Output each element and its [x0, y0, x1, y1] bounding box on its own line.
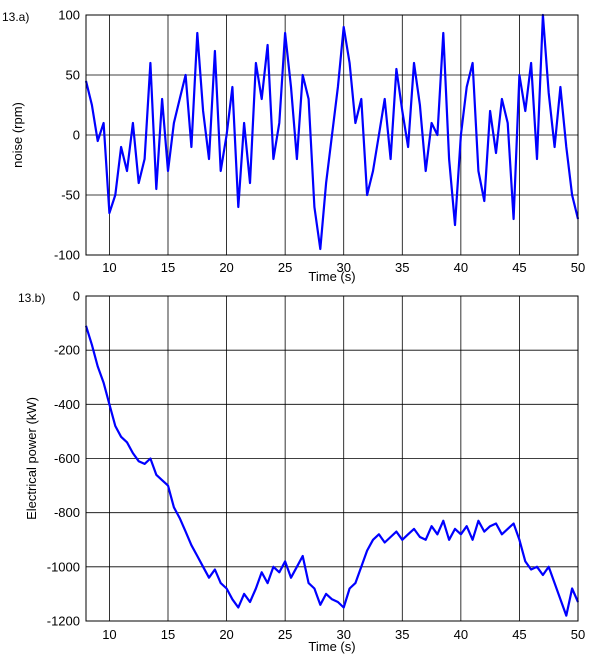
y-tick-label: -400 — [54, 397, 80, 412]
x-tick-label: 50 — [571, 627, 585, 642]
x-tick-label: 35 — [395, 260, 409, 275]
axes-frame — [85, 14, 579, 256]
panel-label: 13.a) — [2, 10, 29, 24]
y-tick-label: 100 — [58, 8, 80, 23]
y-tick-label: -200 — [54, 343, 80, 358]
x-tick-label: 30 — [336, 260, 350, 275]
x-tick-label: 20 — [219, 627, 233, 642]
x-tick-label: 45 — [512, 627, 526, 642]
panel-label: 13.b) — [18, 291, 45, 305]
y-tick-label: -600 — [54, 451, 80, 466]
chart-panel-2: 10 15 20 25 30 35 40 45 50 -1200 -1000 -800 -600 -400… — [18, 289, 585, 655]
y-tick-label: 50 — [66, 68, 80, 83]
y-tick-label: -50 — [61, 188, 80, 203]
x-tick-label: 10 — [102, 260, 116, 275]
y-axis-label: Electrical power (kW) — [24, 397, 39, 520]
x-tick-label: 25 — [278, 260, 292, 275]
chart-panel-1: 10 15 20 25 30 35 40 45 50 -100 -50 0 50 100 Time (s) n… — [2, 8, 585, 285]
y-tick-label: -800 — [54, 505, 80, 520]
x-tick-label: 15 — [161, 260, 175, 275]
x-tick-label: 40 — [454, 260, 468, 275]
x-axis-label: Time (s) — [308, 639, 355, 654]
series-line — [84, 325, 580, 617]
x-tick-label: 50 — [571, 260, 585, 275]
x-tick-label: 25 — [278, 627, 292, 642]
y-tick-label: 0 — [73, 289, 80, 304]
y-tick-label: 0 — [73, 128, 80, 143]
x-tick-label: 40 — [454, 627, 468, 642]
x-tick-label: 45 — [512, 260, 526, 275]
x-tick-label: 15 — [161, 627, 175, 642]
x-tick-label: 20 — [219, 260, 233, 275]
y-tick-label: -1200 — [47, 614, 80, 629]
series-line — [84, 13, 580, 251]
y-tick-label: -1000 — [47, 559, 80, 574]
x-tick-label: 35 — [395, 627, 409, 642]
y-axis-label: noise (rpm) — [10, 102, 25, 168]
y-tick-label: -100 — [54, 248, 80, 263]
x-tick-label: 10 — [102, 627, 116, 642]
x-tick-label: 30 — [336, 627, 350, 642]
axes-frame — [85, 295, 579, 622]
x-axis-label: Time (s) — [308, 269, 355, 284]
